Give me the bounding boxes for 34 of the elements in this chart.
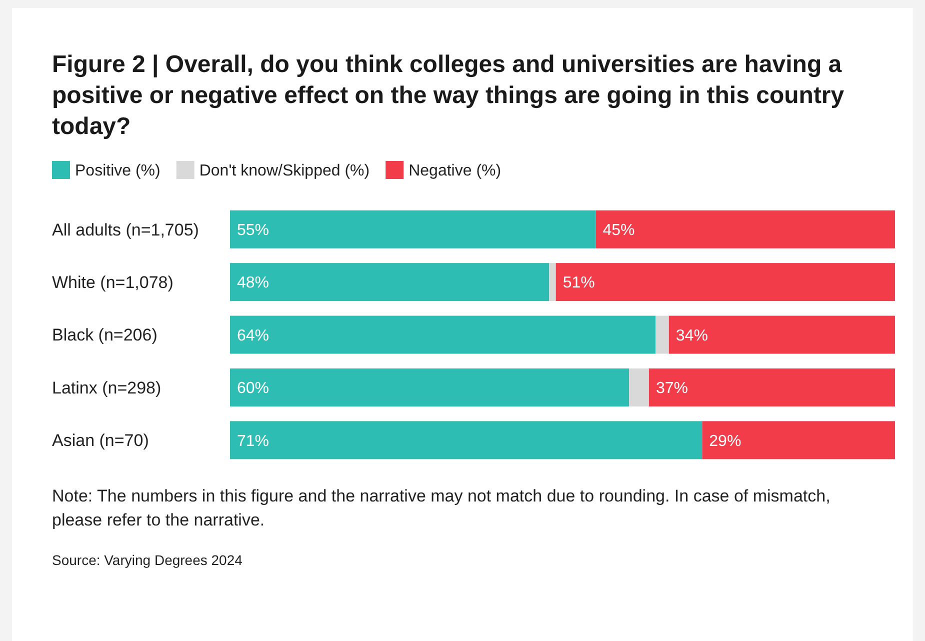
y-tick-label: Black (n=206) [52, 326, 158, 345]
legend-label: Negative (%) [408, 162, 502, 180]
bar [556, 263, 895, 302]
bar [629, 368, 649, 406]
bar [230, 316, 656, 354]
data-label: 55% [237, 222, 270, 239]
bar [702, 421, 895, 460]
chart-title: Figure 2 | Overall, do you think colleges and universities are having a positive or negative effect on the way things are going in this country today? [52, 51, 845, 140]
data-label: 29% [709, 432, 742, 450]
y-tick-label: Latinx (n=298) [52, 378, 162, 398]
source-note: Source: Varying Degrees 2024 [52, 552, 243, 568]
legend-label: Don't know/Skipped (%) [199, 162, 370, 180]
data-label: 48% [237, 274, 270, 292]
y-tick-label: White (n=1,078) [52, 273, 174, 292]
data-label: 45% [602, 222, 635, 239]
bar [648, 368, 895, 406]
bar [230, 368, 629, 406]
data-label: 37% [656, 380, 688, 398]
bar [596, 210, 895, 248]
text: Note: The numbers in this figure and the narrative may not match due to rounding. In case of mismatch, please refer to the narrative. [52, 486, 830, 530]
legend-label: Positive (%) [75, 162, 160, 180]
data-label: 51% [562, 274, 595, 292]
bar [549, 263, 556, 302]
bar [230, 210, 596, 248]
data-label: 71% [237, 432, 270, 450]
y-tick-label: Asian (n=70) [52, 431, 149, 450]
bar [668, 316, 895, 354]
y-tick-label: All adults (n=1,705) [52, 220, 199, 240]
data-label: 60% [237, 380, 270, 398]
bar [656, 316, 669, 354]
bar [230, 421, 702, 460]
data-label: 34% [676, 327, 708, 344]
data-label: 64% [237, 327, 270, 344]
bar [230, 263, 550, 302]
